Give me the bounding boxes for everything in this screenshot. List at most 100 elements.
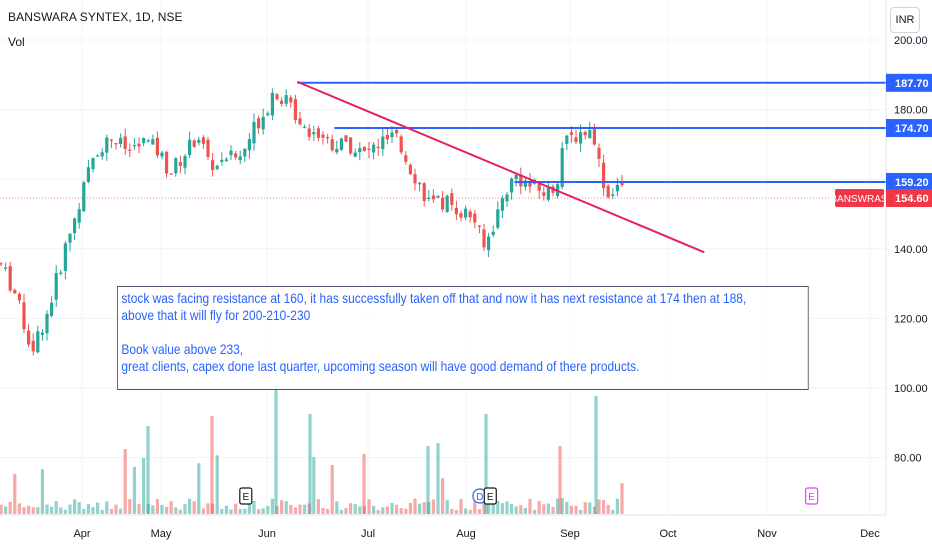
volume-bar: [353, 504, 357, 514]
volume-bar: [293, 507, 297, 514]
time-tick-label: Oct: [659, 528, 676, 540]
volume-bar: [224, 505, 228, 514]
volume-bar: [114, 504, 118, 514]
time-tick-label: Apr: [73, 528, 90, 540]
volume-bar: [395, 504, 399, 514]
price-tag: [886, 172, 932, 191]
candle-body: [257, 118, 261, 129]
candle-body: [270, 92, 274, 116]
volume-bar: [96, 502, 100, 514]
candle-body: [165, 151, 169, 174]
volume-bar: [436, 443, 440, 514]
candle-body: [252, 121, 256, 144]
volume-bar: [326, 508, 330, 514]
candle-body: [201, 137, 205, 144]
volume-bar: [473, 499, 477, 514]
price-tag-label: 159.20: [895, 177, 929, 189]
volume-bar: [210, 416, 214, 514]
volume-bar: [169, 501, 173, 514]
candle-body: [353, 152, 357, 157]
volume-bar: [413, 498, 417, 514]
candle-body: [431, 195, 435, 200]
volume-bar: [519, 505, 523, 514]
volume-bar: [123, 449, 127, 514]
candle-body: [229, 150, 233, 156]
candle-body: [349, 137, 353, 154]
time-tick-label: Aug: [456, 528, 476, 540]
candle-body: [528, 181, 532, 187]
volume-bar: [192, 501, 196, 514]
candle-body: [4, 267, 8, 269]
candle-body: [579, 132, 583, 144]
currency-button[interactable]: INR: [890, 7, 920, 33]
earnings-event-icon[interactable]: [239, 487, 253, 505]
volume-bar: [556, 498, 560, 514]
volume-bar: [274, 386, 278, 514]
candle-body: [266, 113, 270, 116]
volume-bar: [22, 507, 26, 514]
volume-bar: [372, 505, 376, 514]
volume-bar: [73, 499, 77, 514]
volume-bar: [284, 501, 288, 514]
annotation-line: Book value above 233,: [121, 342, 244, 357]
time-tick-label: May: [151, 528, 172, 540]
volume-bar: [17, 503, 21, 514]
candle-body: [82, 182, 86, 212]
volume-bar: [615, 498, 619, 514]
volume-bar: [487, 500, 491, 514]
candle-body: [312, 132, 316, 135]
volume-bar: [289, 504, 293, 514]
volume-bar: [583, 502, 587, 514]
price-tag-label: 187.70: [895, 78, 929, 90]
candle-body: [211, 160, 215, 171]
volume-bar: [247, 499, 251, 514]
volume-bar: [142, 458, 146, 514]
candle-body: [169, 173, 173, 175]
earnings-event-icon[interactable]: [483, 487, 497, 505]
volume-bar: [8, 501, 12, 514]
volume-bar: [450, 508, 454, 514]
candle-body: [367, 148, 371, 150]
candle-body: [358, 148, 362, 153]
volume-bar: [137, 503, 141, 514]
candle-body: [441, 197, 445, 210]
candle-body: [523, 180, 527, 187]
candle-body: [372, 144, 376, 153]
candle-body: [445, 195, 449, 212]
candle-body: [27, 330, 31, 345]
volume-bar: [558, 446, 562, 514]
volume-bar: [100, 509, 104, 514]
volume-bar: [119, 508, 123, 514]
volume-bar: [542, 504, 546, 514]
volume-bar: [385, 506, 389, 514]
candle-body: [54, 273, 58, 300]
volume-bar: [390, 502, 394, 514]
volume-bar: [261, 508, 265, 514]
candle-body: [390, 132, 394, 138]
volume-bar: [381, 507, 385, 514]
earnings-event-icon[interactable]: [805, 487, 819, 505]
candle-body: [482, 229, 486, 248]
volume-bar: [546, 503, 550, 514]
volume-bar: [91, 507, 95, 514]
event-label: E: [242, 492, 249, 503]
volume-bar: [68, 504, 72, 514]
candle-body: [142, 137, 146, 144]
volume-bar: [31, 507, 35, 514]
candle-body: [330, 139, 334, 151]
annotation-note[interactable]: stock was facing resistance at 160, it h…: [117, 286, 809, 390]
annotation-line: stock was facing resistance at 160, it h…: [121, 291, 747, 306]
candle-body: [284, 95, 288, 104]
last-price-tag: [886, 188, 932, 207]
candle-body: [413, 174, 417, 184]
volume-bar: [569, 505, 573, 514]
volume-bar: [464, 508, 468, 514]
candle-body: [293, 99, 297, 121]
volume-indicator-label[interactable]: Vol: [8, 35, 25, 49]
candle-body: [422, 183, 426, 202]
volume-bar: [510, 503, 514, 514]
candle-body: [464, 208, 468, 218]
candle-body: [151, 139, 155, 145]
